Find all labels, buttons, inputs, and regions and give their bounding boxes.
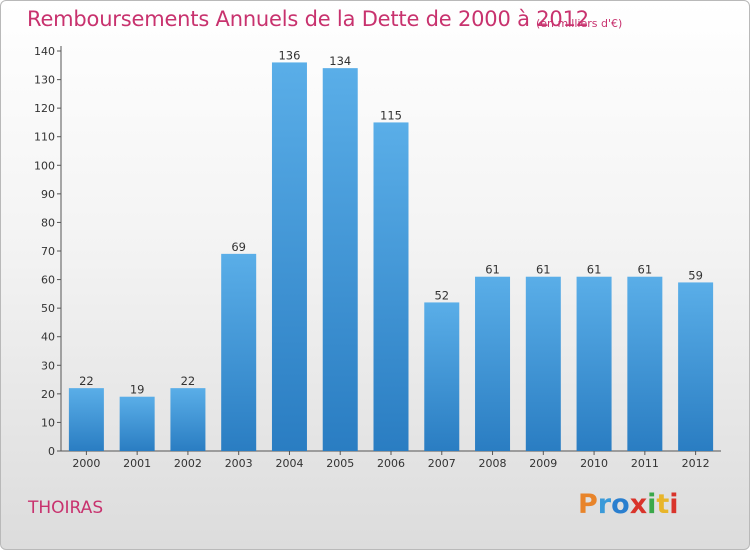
x-tick-label-2006: 2006 — [377, 457, 405, 470]
bar-2000 — [68, 388, 104, 451]
y-tick-label: 70 — [41, 245, 55, 258]
y-tick-label: 40 — [41, 331, 55, 344]
logo-letter: r — [597, 489, 612, 520]
data-label-2003: 69 — [231, 240, 246, 254]
y-tick-label: 30 — [41, 359, 55, 372]
x-tick-label-2009: 2009 — [529, 457, 557, 470]
logo-letter: o — [611, 489, 630, 520]
x-tick-label-2002: 2002 — [174, 457, 202, 470]
commune-name: THOIRAS — [28, 498, 104, 518]
y-tick-label: 120 — [34, 102, 55, 115]
y-tick-label: 140 — [34, 45, 55, 58]
logo-letter: t — [656, 489, 670, 520]
data-labels: 22 19 22 69 136 134 115 52 61 61 61 61 59 — [79, 48, 703, 396]
y-tick-label: 90 — [41, 188, 55, 201]
bar-2010 — [576, 276, 612, 451]
bar-2012 — [678, 282, 714, 451]
bar-2005 — [322, 68, 358, 452]
axes: 0 10 20 30 40 50 60 70 80 90 100 110 120 130 140 2000 20… — [34, 45, 721, 470]
data-label-2005: 134 — [329, 54, 351, 68]
logo-letter: x — [629, 489, 648, 520]
x-tick-label-2004: 2004 — [275, 457, 303, 470]
x-tick-label-2011: 2011 — [631, 457, 659, 470]
data-label-2012: 59 — [688, 268, 703, 282]
bar-2006 — [373, 122, 409, 451]
bar-2008 — [475, 276, 511, 451]
y-tick-label: 0 — [48, 445, 55, 458]
data-label-2006: 115 — [380, 108, 402, 122]
data-label-2011: 61 — [638, 263, 653, 277]
bar-2003 — [221, 253, 257, 451]
y-tick-label: 80 — [41, 216, 55, 229]
bars — [68, 62, 714, 452]
x-tick-label-2005: 2005 — [326, 457, 354, 470]
x-tick-label-2010: 2010 — [580, 457, 608, 470]
unit-note: (en milliers d'€) — [536, 17, 623, 30]
y-tick-label: 100 — [34, 159, 55, 172]
x-tick-label-2012: 2012 — [682, 457, 710, 470]
bar-2009 — [525, 276, 561, 451]
data-label-2002: 22 — [181, 374, 196, 388]
bar-2011 — [627, 276, 663, 451]
logo-letter: P — [578, 489, 598, 520]
x-tick-label-2001: 2001 — [123, 457, 151, 470]
data-label-2007: 52 — [434, 288, 449, 302]
x-tick-label-2003: 2003 — [225, 457, 253, 470]
y-tick-label: 10 — [41, 416, 55, 429]
data-label-2010: 61 — [587, 263, 602, 277]
proxiti-logo: Proxiti — [578, 489, 679, 520]
bar-2004 — [271, 62, 307, 452]
y-tick-label: 50 — [41, 302, 55, 315]
y-tick-label: 130 — [34, 74, 55, 87]
data-label-2000: 22 — [79, 374, 94, 388]
bar-2001 — [119, 396, 155, 451]
data-label-2001: 19 — [130, 383, 145, 397]
bar-chart: 0 10 20 30 40 50 60 70 80 90 100 110 120 130 140 2000 20… — [34, 45, 721, 470]
logo-letter: i — [669, 489, 679, 520]
x-tick-label-2008: 2008 — [479, 457, 507, 470]
y-tick-label: 20 — [41, 388, 55, 401]
chart-title: Remboursements Annuels de la Dette de 20… — [27, 7, 589, 31]
data-label-2009: 61 — [536, 263, 551, 277]
x-tick-label-2007: 2007 — [428, 457, 456, 470]
bar-2002 — [170, 388, 206, 451]
logo-letter: i — [647, 489, 657, 520]
data-label-2008: 61 — [485, 263, 500, 277]
x-tick-label-2000: 2000 — [72, 457, 100, 470]
data-label-2004: 136 — [278, 48, 300, 62]
y-tick-label: 110 — [34, 131, 55, 144]
bar-2007 — [424, 302, 460, 451]
y-tick-label: 60 — [41, 274, 55, 287]
